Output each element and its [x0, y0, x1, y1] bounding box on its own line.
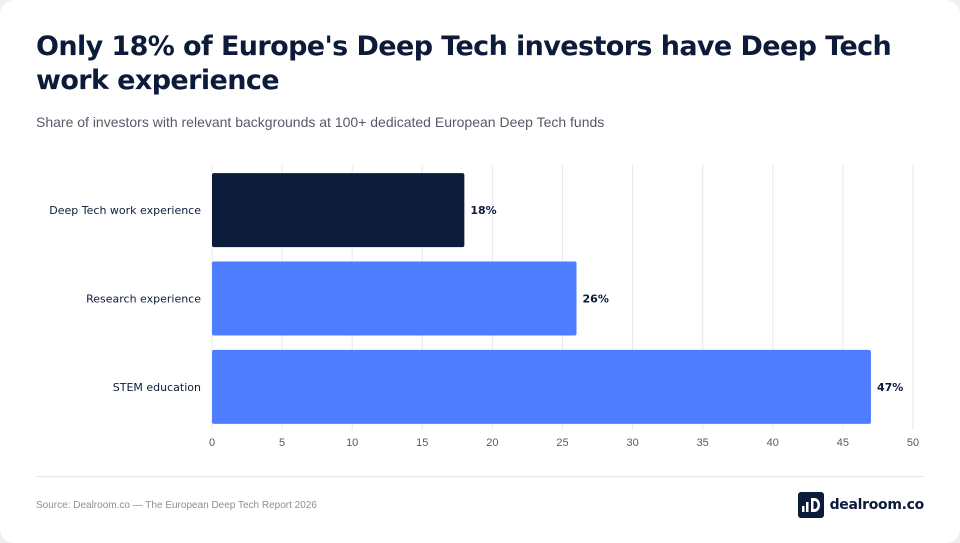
x-tick-label: 25 — [556, 437, 568, 449]
x-tick-label: 20 — [486, 437, 498, 449]
chart-subtitle: Share of investors with relevant backgro… — [36, 114, 605, 130]
bar — [212, 261, 577, 336]
dealroom-logo-icon — [797, 492, 824, 518]
chart-title: Only 18% of Europe's Deep Tech investors… — [36, 31, 892, 96]
brand-name: dealroom.co — [829, 497, 925, 513]
data-label: 47% — [877, 381, 903, 394]
bar — [212, 173, 465, 248]
x-tick-label: 30 — [626, 437, 638, 449]
x-tick-label: 50 — [907, 437, 919, 449]
source-note: Source: Dealroom.co — The European Deep … — [36, 500, 317, 511]
x-tick-label: 40 — [767, 437, 779, 449]
x-tick-label: 5 — [279, 437, 285, 449]
category-label: STEM education — [113, 381, 201, 394]
data-label: 18% — [470, 204, 496, 217]
footer-divider — [36, 476, 924, 477]
x-tick-label: 15 — [416, 437, 428, 449]
data-label: 26% — [583, 293, 609, 306]
brand-logo[interactable]: dealroom.co — [797, 492, 925, 518]
category-label: Deep Tech work experience — [49, 204, 201, 217]
x-tick-label: 45 — [837, 437, 849, 449]
bar — [212, 349, 871, 424]
category-label: Research experience — [86, 293, 201, 306]
x-tick-label: 0 — [209, 437, 215, 449]
x-tick-label: 10 — [346, 437, 358, 449]
x-tick-label: 35 — [697, 437, 709, 449]
bar-chart: 0 5 10 15 20 25 30 35 40 45 50 Deep Tech work exper… — [49, 165, 919, 449]
